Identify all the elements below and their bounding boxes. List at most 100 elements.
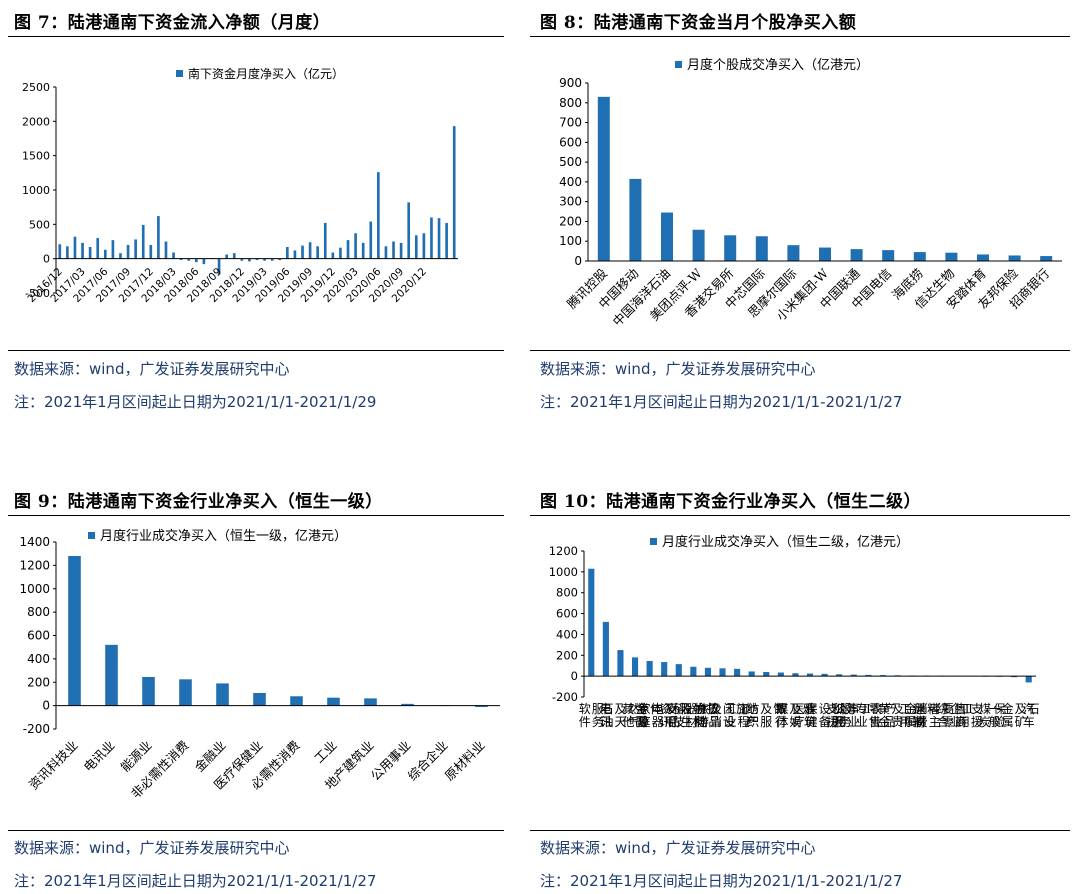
fig7-bar: [437, 218, 441, 259]
fig8-chart: 0 100 200 300 400 500 600 700 800 900 月度个股成交净买入（亿港…: [559, 57, 1062, 329]
fig10-xtick-label: 合: [937, 714, 949, 729]
fig7-bar: [141, 225, 145, 259]
fig8-bar: [913, 252, 926, 261]
fig10-xtick-label: 汽: [1023, 701, 1035, 716]
fig7-bar: [96, 238, 100, 259]
fig9-xtick-label: 综合企业: [405, 738, 451, 784]
fig7-bottom-rule: [8, 350, 504, 351]
fig10-xtick-label: 行: [775, 715, 787, 729]
fig7-bar: [293, 250, 297, 259]
fig8-legend-label: 月度个股成交净买入（亿港元）: [687, 57, 869, 73]
fig10-xtick-label: 纺: [747, 702, 759, 716]
fig10-xtick-label: 产: [746, 715, 758, 729]
fig10-ytick-label: 0: [571, 669, 578, 683]
fig10-xtick-label: 用: [958, 715, 970, 729]
fig10-xtick-label: 零: [869, 702, 881, 716]
fig10-xtick-label: 售: [955, 701, 967, 716]
fig10-xtick-label: 其: [623, 702, 635, 716]
fig7-bar: [225, 254, 228, 259]
fig10-xtick-label: 金: [1002, 701, 1014, 716]
fig8-ytick-label: 600: [559, 135, 582, 149]
fig10-xtick-label: 用: [835, 715, 847, 729]
fig8-ytick-label: 200: [559, 214, 582, 228]
fig7-ytick-label: 2500: [22, 81, 50, 94]
fig10-xtick-label: 油: [601, 715, 613, 729]
fig8-bar: [787, 245, 800, 261]
fig10-xtick-label: 公: [835, 702, 847, 716]
fig7-bar: [255, 258, 259, 261]
fig10-xtick-label: 及: [789, 702, 801, 716]
fig7-bar: [149, 244, 153, 259]
fig10-xtick-label: Ⅱ: [863, 702, 871, 716]
fig10-xtick-label: 石: [601, 702, 613, 716]
fig7-bar: [194, 258, 198, 263]
fig10-bar: [879, 675, 886, 677]
fig7-chart: -50005001000150020002500南下资金月度净买入（亿元）201…: [22, 66, 458, 305]
fig10-xtick-label: 建: [804, 702, 816, 716]
fig10-bar: [1025, 676, 1032, 683]
fig9-bar: [364, 698, 377, 706]
fig7-bar: [217, 258, 221, 275]
fig10-xtick-label: 及: [760, 702, 772, 716]
fig10-xtick-label: 材: [914, 715, 926, 729]
fig7-legend-swatch: [176, 70, 183, 77]
fig10-bar: [675, 664, 682, 677]
fig10-xtick-label: 及: [1015, 702, 1027, 716]
fig10-xtick-label: 及: [681, 702, 693, 716]
fig10-xtick-label: 矿: [1015, 715, 1027, 729]
fig8-source: 数据来源：wind，广发证券发展研究中心: [540, 360, 816, 378]
fig10-xtick-label: 属: [904, 715, 916, 729]
fig10-xtick-label: 者: [929, 702, 941, 716]
fig10-xtick-label: 工: [725, 702, 737, 716]
fig7-bar: [103, 249, 107, 259]
fig10-xtick-label: 娱: [789, 715, 801, 729]
fig10-xtick-label: 电: [600, 702, 612, 716]
fig8-ytick-label: 700: [559, 116, 582, 130]
fig10-xtick-label: 导: [637, 715, 649, 729]
fig10-xtick-label: 保: [994, 702, 1006, 716]
fig10-xtick-label: 商: [955, 714, 967, 729]
fig9-ytick-label: 600: [27, 629, 50, 643]
fig10-bar: [748, 671, 755, 677]
fig7-bar: [270, 258, 274, 261]
fig8-bar: [882, 250, 895, 261]
fig9-bar: [475, 705, 488, 708]
fig7-bar: [323, 222, 327, 259]
fig10-chart: -200 0 200 400 600 800 1000 1200 月度行业成交净买入（恒生二级，…: [549, 534, 1040, 729]
fig10-bar: [704, 667, 711, 677]
fig10-xtick-label: 品: [708, 715, 720, 729]
fig10-xtick-label: 然: [627, 701, 639, 716]
fig7-bar: [301, 245, 304, 259]
fig9-source: 数据来源：wind，广发证券发展研究中心: [14, 839, 290, 857]
fig7-bar: [384, 246, 388, 259]
fig8-bar: [1008, 255, 1021, 261]
fig10-legend-label: 月度行业成交净买入（恒生二级，亿港元）: [662, 534, 909, 550]
fig10-xtick-label: 庭: [639, 714, 651, 729]
fig7-legend-label: 南下资金月度净买入（亿元）: [188, 66, 344, 81]
fig10-xtick-label: 品: [678, 702, 690, 716]
fig7-bar: [119, 253, 122, 259]
fig9-ytick-label: 400: [27, 652, 50, 666]
fig9-ytick-label: 0: [42, 699, 50, 713]
fig10-xtick-label: 半: [637, 702, 649, 716]
fig10-xtick-label: 原: [914, 702, 926, 716]
fig10-xtick-label: 工: [738, 702, 750, 716]
fig10-xtick-label: 务: [592, 714, 604, 729]
fig9-bar: [68, 556, 81, 706]
fig10-xtick-label: 器: [686, 702, 698, 716]
fig10-xtick-label: 消: [916, 702, 928, 716]
fig10-xtick-label: 体: [776, 715, 788, 729]
fig10-title-rule: [530, 515, 1070, 516]
fig10-xtick-label: 专: [856, 701, 868, 716]
fig9-bar: [401, 703, 414, 706]
fig10-xtick-label: 物: [694, 702, 706, 716]
fig10-xtick-label: 输: [913, 714, 925, 729]
fig10-xtick-label: 筑: [804, 714, 816, 729]
fig7-bar: [331, 252, 335, 259]
fig8-bar: [755, 236, 768, 261]
fig10-bar: [792, 673, 799, 677]
fig10-ytick-label: 800: [556, 586, 578, 600]
fig10-xtick-label: 科: [673, 702, 685, 716]
fig7-bar: [407, 202, 411, 259]
fig10-xtick-label: 用: [900, 715, 912, 729]
